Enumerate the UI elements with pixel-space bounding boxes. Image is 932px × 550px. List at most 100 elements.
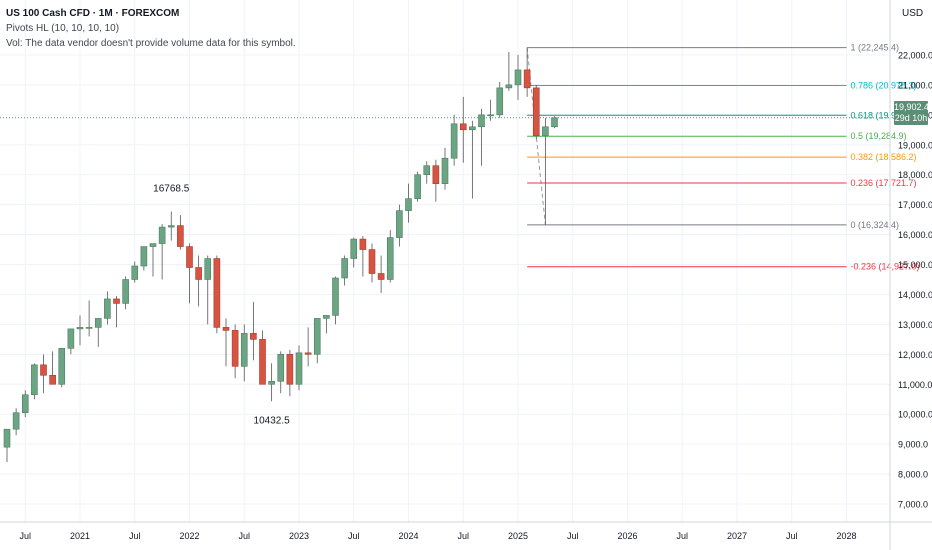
candle (286, 349, 294, 397)
candle (195, 255, 202, 307)
symbol-title[interactable]: US 100 Cash CFD · 1M · FOREXCOM (6, 8, 180, 19)
time-tick-label: Jul (348, 531, 360, 541)
candle (186, 243, 193, 304)
candle (341, 255, 348, 286)
candle-body (377, 273, 385, 280)
price-tick-label: 22,000.0 (898, 50, 932, 60)
candle-body (94, 318, 102, 328)
candle-body (523, 69, 531, 89)
candle-body (469, 126, 476, 131)
candle (359, 236, 367, 277)
candle-body (341, 258, 348, 279)
candle (231, 324, 239, 379)
fib-level-label: 0.236 (17,721.7) (851, 178, 917, 188)
indicator-label[interactable]: Pivots HL (10, 10, 10, 10) (6, 23, 120, 34)
candle-body (240, 333, 248, 367)
candle-body (350, 238, 358, 259)
candle (377, 255, 385, 293)
candle-body (396, 210, 403, 238)
price-tick-label: 11,000.0 (898, 380, 932, 390)
candle-body (277, 354, 285, 382)
time-tick-label: Jul (786, 531, 798, 541)
candle-body (542, 126, 549, 137)
candle (122, 276, 129, 310)
candle (222, 318, 230, 367)
pivot-label: 16768.5 (153, 184, 190, 195)
candle (432, 159, 440, 202)
candle-body (386, 237, 394, 280)
time-tick-label: Jul (19, 531, 31, 541)
current-price-badge: 19,902.4 29d 10h (894, 101, 929, 125)
candle (213, 255, 221, 334)
price-tick-label: 9,000.0 (898, 440, 928, 450)
candle-body (167, 225, 175, 228)
grid-lines (0, 0, 890, 522)
time-tick-label: Jul (567, 531, 579, 541)
candle-body (359, 238, 367, 250)
candle-body (204, 258, 212, 280)
candle (304, 327, 312, 367)
candlestick-series (3, 47, 558, 463)
time-axis[interactable]: Jul 2021 Jul 2022 Jul 2023 Jul 2024 Jul 2025 Jul 20… (0, 521, 932, 541)
candle (332, 276, 339, 325)
fib-level-label: 0.382 (18,586.2) (851, 152, 917, 162)
candle-body (487, 114, 494, 117)
candle-body (222, 327, 230, 331)
time-tick-label: Jul (457, 531, 469, 541)
candle (532, 84, 540, 139)
price-tick-label: 21,000.0 (898, 80, 932, 90)
candle-body (40, 364, 47, 376)
candle-body (177, 225, 184, 247)
price-tick-label: 14,000.0 (898, 290, 932, 300)
chart-legend: US 100 Cash CFD · 1M · FOREXCOM Pivots H… (6, 6, 296, 51)
candle-body (441, 157, 449, 184)
candle-body (49, 374, 56, 385)
candle-body (423, 165, 431, 175)
currency-label[interactable]: USD (902, 8, 924, 19)
candle (94, 318, 102, 347)
candle-body (113, 298, 120, 304)
pivot-label: 10432.5 (254, 415, 291, 426)
candle (177, 215, 184, 250)
price-tick-label: 8,000.0 (898, 470, 928, 480)
time-tick-label: 2025 (508, 531, 528, 541)
candle (350, 237, 358, 268)
candle-body (514, 69, 522, 86)
time-tick-label: Jul (129, 531, 141, 541)
candle-body (213, 258, 221, 328)
candle (295, 345, 303, 391)
candle-body (58, 348, 66, 385)
candle (313, 318, 321, 364)
time-tick-label: 2024 (398, 531, 418, 541)
candle-body (186, 246, 193, 268)
price-axis[interactable]: 7,000.0 8,000.0 9,000.0 10,000.0 11,000.0 12,… (889, 0, 932, 550)
candle (21, 390, 29, 418)
candle-body (414, 174, 421, 199)
price-tick-label: 13,000.0 (898, 320, 932, 330)
candle (104, 291, 111, 325)
candle (113, 295, 120, 328)
bar-countdown: 29d 10h (894, 113, 928, 123)
time-tick-label: 2022 (179, 531, 199, 541)
candle (551, 116, 558, 129)
candle (259, 330, 266, 385)
candle (268, 363, 275, 402)
candle (12, 408, 20, 436)
time-tick-label: Jul (238, 531, 250, 541)
candle-body (432, 165, 440, 184)
candle-body (450, 123, 458, 159)
candle-body (231, 330, 239, 367)
candle-body (313, 318, 321, 355)
candle (31, 363, 38, 400)
time-tick-label: 2028 (836, 531, 856, 541)
candle (542, 117, 549, 225)
price-tick-label: 19,000.0 (898, 140, 932, 150)
candle (158, 224, 166, 280)
candle (58, 348, 66, 388)
candle-body (131, 265, 139, 280)
candle (76, 315, 84, 346)
price-tick-label: 7,000.0 (898, 500, 928, 510)
candle-body (12, 412, 20, 430)
fibonacci-retracement[interactable]: 1 (22,245.4) 0.786 (20,978.3) 0.618 (19,98… (526, 43, 920, 272)
